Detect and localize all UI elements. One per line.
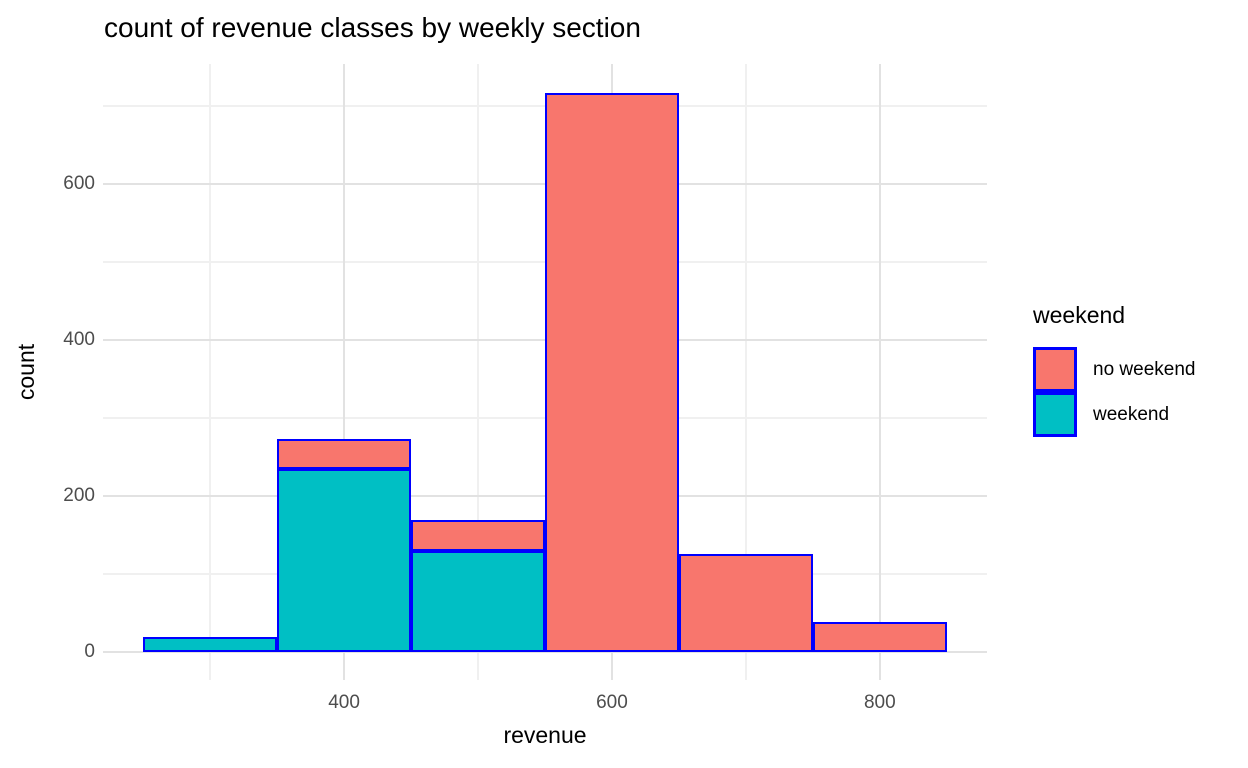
legend-title: weekend bbox=[1033, 302, 1126, 328]
gridline-minor-vertical bbox=[477, 64, 480, 680]
y-tick-label: 400 bbox=[63, 329, 95, 351]
gridline-major-horizontal bbox=[103, 650, 987, 653]
y-tick-label: 600 bbox=[63, 173, 95, 195]
legend-label-no-weekend: no weekend bbox=[1093, 358, 1196, 380]
gridline-major-vertical bbox=[878, 64, 881, 680]
gridline-minor-vertical bbox=[209, 64, 212, 680]
bar-segment-no-weekend-bin-800 bbox=[812, 621, 947, 652]
x-tick-label: 600 bbox=[596, 692, 628, 713]
legend-entry-no-weekend: no weekend bbox=[1033, 347, 1195, 392]
legend-label-weekend: weekend bbox=[1093, 403, 1170, 425]
bar-segment-weekend-bin-400 bbox=[277, 468, 412, 652]
legend-swatch-no-weekend-icon bbox=[1033, 347, 1077, 392]
chart-title: count of revenue classes by weekly secti… bbox=[104, 12, 641, 43]
bar-segment-no-weekend-bin-400 bbox=[277, 439, 412, 469]
y-tick-label: 200 bbox=[63, 484, 95, 506]
bar-segment-weekend-bin-300 bbox=[143, 637, 278, 652]
gridline-major-vertical bbox=[343, 64, 346, 680]
x-tick-label: 800 bbox=[863, 692, 896, 713]
bar-segment-no-weekend-bin-600 bbox=[545, 92, 679, 652]
plot-panel bbox=[103, 64, 987, 680]
x-axis-title: revenue bbox=[503, 722, 587, 748]
bar-segment-weekend-bin-500 bbox=[411, 550, 545, 652]
gridline-minor-vertical bbox=[744, 64, 747, 680]
bar-segment-no-weekend-bin-500 bbox=[411, 520, 545, 551]
legend-entry-weekend: weekend bbox=[1033, 392, 1195, 437]
legend: weekend no weekend weekend bbox=[1033, 302, 1195, 437]
legend-swatch-weekend-icon bbox=[1033, 392, 1077, 437]
x-tick-label: 400 bbox=[328, 692, 360, 713]
y-tick-label: 0 bbox=[84, 640, 95, 662]
bar-segment-no-weekend-bin-700 bbox=[678, 554, 813, 652]
